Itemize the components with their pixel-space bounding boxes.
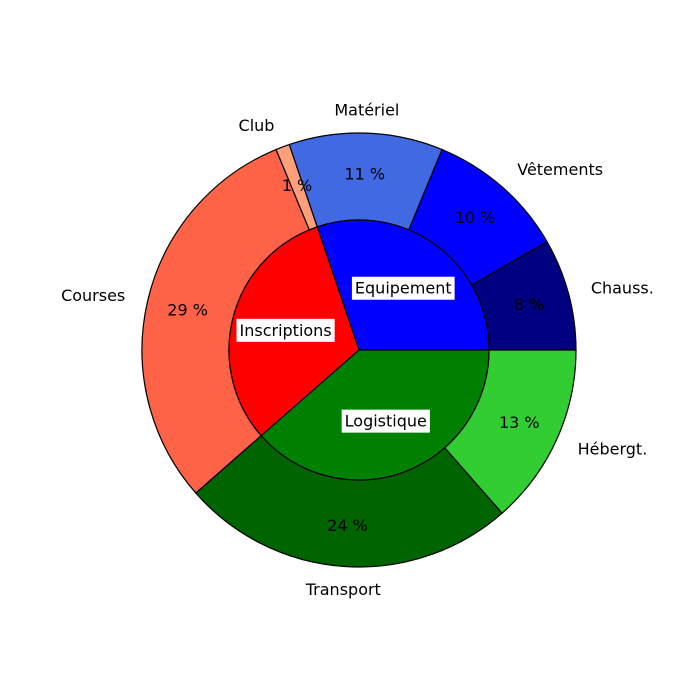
inner-label-text: Logistique xyxy=(345,412,427,431)
outer-label-courses: Courses xyxy=(61,286,125,305)
inner-label-text: Inscriptions xyxy=(240,321,332,340)
percent-label-chauss: 8 % xyxy=(514,295,544,314)
percent-label-vetements: 10 % xyxy=(455,208,496,227)
inner-label-logistique: Logistique xyxy=(341,409,430,433)
inner-label-box xyxy=(236,318,335,342)
outer-labels: Chauss. Vêtements Matériel Club Courses Trans… xyxy=(61,101,654,599)
outer-label-club: Club xyxy=(239,116,275,135)
inner-labels: Equipement Inscriptions Logistique xyxy=(236,276,455,433)
percent-label-materiel: 11 % xyxy=(344,165,385,184)
inner-label-inscriptions: Inscriptions xyxy=(236,318,335,342)
percent-label-hebergt: 13 % xyxy=(499,413,540,432)
percent-label-courses: 29 % xyxy=(167,301,208,320)
outer-label-vetements: Vêtements xyxy=(517,160,603,179)
outer-label-materiel: Matériel xyxy=(334,101,399,120)
outer-label-chauss: Chauss. xyxy=(591,278,654,297)
inner-ring xyxy=(228,219,490,481)
outer-label-hebergt: Hébergt. xyxy=(578,440,648,459)
percent-label-transport: 24 % xyxy=(327,516,368,535)
inner-label-box xyxy=(351,276,455,300)
inner-label-equipement: Equipement xyxy=(351,276,455,300)
outer-label-transport: Transport xyxy=(305,580,381,599)
percent-label-club: 1 % xyxy=(282,176,312,195)
inner-label-box xyxy=(341,409,430,433)
percent-labels: 8 % 10 % 11 % 1 % 29 % 24 % 13 % xyxy=(167,165,544,536)
inner-label-text: Equipement xyxy=(355,279,452,298)
